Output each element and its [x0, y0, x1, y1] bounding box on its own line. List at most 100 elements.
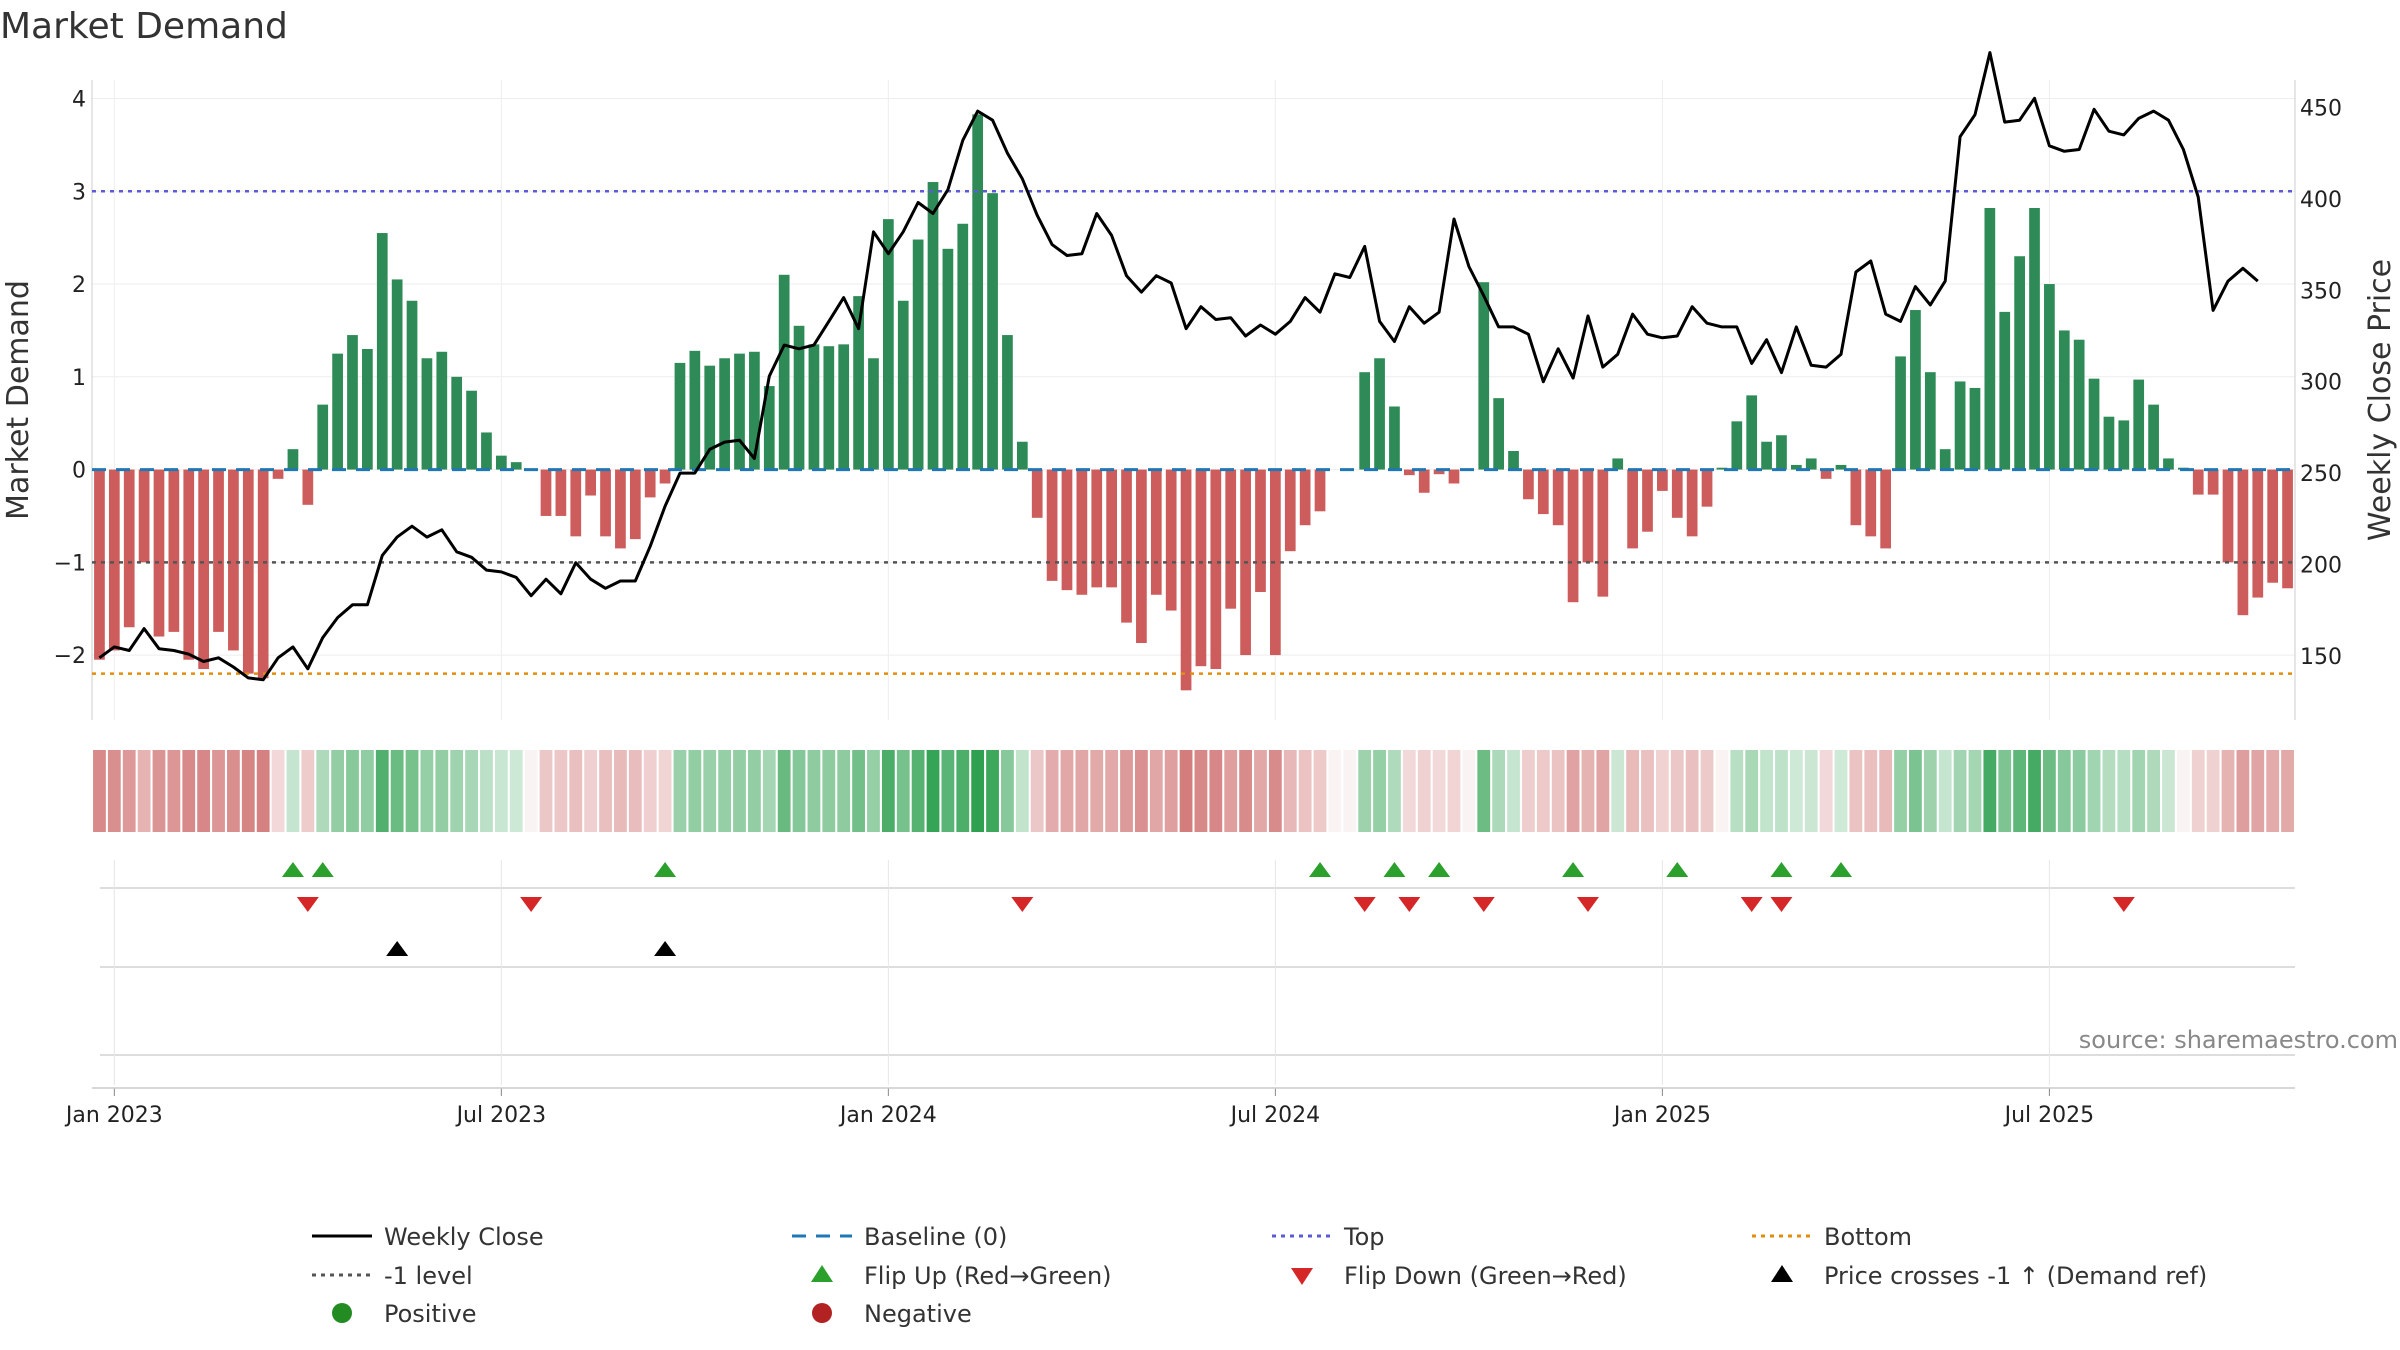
heat-cell	[2266, 750, 2280, 832]
legend-label-positive: Positive	[384, 1300, 477, 1328]
positive-demand-bar	[436, 351, 448, 470]
legend-item-positive: Positive	[332, 1300, 477, 1328]
flip-down-marker	[1740, 897, 1763, 912]
positive-demand-bar	[332, 353, 343, 470]
legend-label-flip-down: Flip Down (Green→Red)	[1344, 1262, 1627, 1290]
positive-demand-bar	[2148, 404, 2159, 470]
negative-demand-bar	[1255, 469, 1266, 592]
heat-cell	[1536, 750, 1550, 832]
heat-cell	[2162, 750, 2175, 832]
legend-label-price-cross: Price crosses -1 ↑ (Demand ref)	[1824, 1262, 2207, 1290]
heat-cell	[1417, 750, 1431, 832]
heat-cell	[643, 750, 657, 832]
heat-cell	[2176, 750, 2190, 832]
heat-cell	[1477, 750, 1491, 832]
positive-demand-bar	[1790, 464, 1802, 470]
negative-demand-bar	[123, 469, 135, 628]
heat-cell	[331, 750, 345, 832]
flip-down-marker	[296, 897, 319, 912]
negative-demand-bar	[108, 469, 120, 651]
positive-demand-bar	[868, 358, 879, 470]
legend-item-price-cross: Price crosses -1 ↑ (Demand ref)	[1771, 1262, 2207, 1290]
heat-cell	[212, 750, 225, 832]
heat-cell	[1641, 750, 1654, 832]
heat-cell	[2042, 750, 2056, 832]
negative-demand-bar	[1403, 469, 1415, 476]
heat-cell	[822, 750, 836, 832]
negative-demand-bar	[1865, 469, 1877, 537]
negative-demand-bar	[1567, 469, 1579, 603]
heat-cell	[2028, 750, 2041, 832]
positive-demand-bar	[1716, 467, 1728, 470]
flip-up-marker	[1666, 862, 1689, 877]
x-tick-label: Jan 2025	[1612, 1103, 1711, 1128]
negative-demand-bar	[198, 469, 209, 669]
flip-up-marker	[1428, 862, 1451, 877]
heat-cell	[986, 750, 999, 832]
heat-cell	[390, 750, 404, 832]
positive-demand-bar	[2103, 416, 2115, 470]
x-tick-label: Jul 2023	[455, 1103, 547, 1128]
heat-cell	[867, 750, 880, 832]
flip-up-marker	[1309, 862, 1332, 877]
heat-cell	[1120, 750, 1133, 832]
positive-demand-bar	[1984, 208, 1996, 470]
negative-demand-bar	[1076, 469, 1088, 595]
heat-cell	[360, 750, 374, 832]
positive-demand-bar	[972, 114, 984, 470]
positive-demand-bar	[2029, 208, 2040, 470]
heat-cell	[1254, 750, 1267, 832]
price-cross-marker	[386, 941, 409, 956]
legend-label-level: -1 level	[384, 1262, 473, 1290]
positive-demand-bar	[1508, 451, 1519, 470]
heat-cell	[688, 750, 702, 832]
negative-demand-bar	[1299, 469, 1311, 526]
legend-label-negative: Negative	[864, 1300, 972, 1328]
weekly-close-line	[98, 51, 2259, 682]
heat-cell	[301, 750, 315, 832]
flip-down-marker	[1011, 897, 1034, 912]
positive-demand-bar	[689, 350, 701, 470]
x-axis: Jan 2023 Jul 2023 Jan 2024 Jul 2024 Jan 2025…	[64, 860, 2295, 1128]
legend-item-bottom: Bottom	[1752, 1223, 1912, 1251]
heat-cell	[1179, 750, 1193, 832]
heat-cell	[2236, 750, 2250, 832]
positive-demand-bar	[853, 296, 864, 470]
legend-label-baseline: Baseline (0)	[864, 1223, 1007, 1251]
positive-demand-bar	[808, 344, 820, 470]
positive-demand-bar	[838, 344, 850, 470]
positive-demand-bar	[778, 274, 790, 470]
right-tick-label: 150	[2300, 645, 2342, 670]
left-tick-label: 0	[72, 459, 86, 484]
flip-down-marker	[1353, 897, 1376, 912]
negative-demand-bar	[1597, 469, 1609, 597]
heat-cell	[1164, 750, 1178, 832]
heat-cell	[1923, 750, 1937, 832]
heat-cell	[122, 750, 136, 832]
heat-cell	[1373, 750, 1386, 832]
heat-cell	[2132, 750, 2146, 832]
right-axis-title: Weekly Close Price	[2363, 259, 2398, 541]
positive-demand-bar	[882, 219, 894, 470]
x-tick-label: Jan 2023	[64, 1103, 163, 1128]
heat-cell	[777, 750, 791, 832]
legend-item-flip-up: Flip Up (Red→Green)	[811, 1262, 1112, 1290]
heat-cell	[241, 750, 255, 832]
flip-up-marker	[1383, 862, 1406, 877]
heat-cell	[1581, 750, 1595, 832]
positive-demand-bar	[1954, 381, 1966, 470]
heat-cell	[2102, 750, 2116, 832]
flip-up-marker	[1830, 862, 1853, 877]
positive-demand-bar	[347, 335, 358, 470]
heat-cell	[1551, 750, 1565, 832]
negative-demand-bar	[1433, 469, 1445, 475]
heat-cell	[2013, 750, 2027, 832]
heat-cell	[2191, 750, 2205, 832]
negative-demand-bar	[1091, 469, 1103, 588]
heat-cell	[762, 750, 776, 832]
negative-demand-bar	[1121, 469, 1132, 623]
heat-cell	[524, 750, 538, 832]
negative-demand-bar	[644, 469, 656, 498]
negative-demand-bar	[1031, 469, 1043, 518]
x-tick-label: Jul 2025	[2003, 1103, 2095, 1128]
